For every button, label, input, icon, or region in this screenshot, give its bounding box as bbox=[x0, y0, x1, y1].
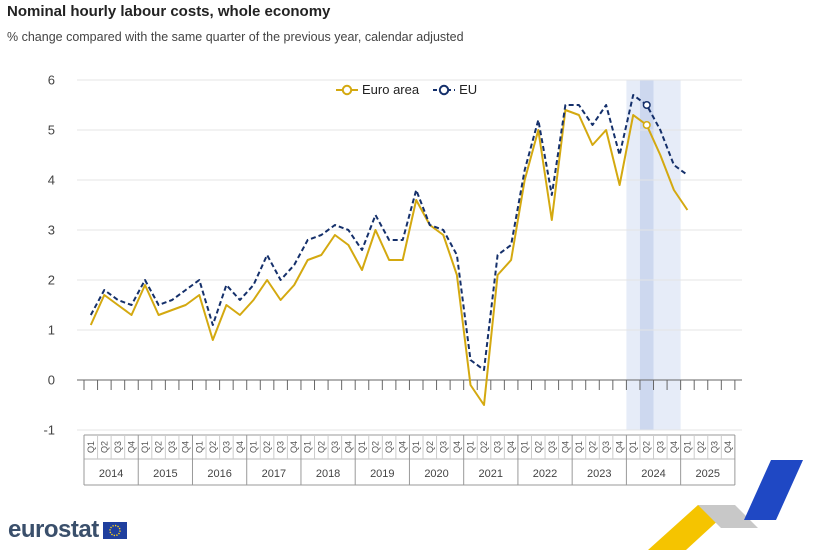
x-tick-label-quarter: Q2 bbox=[371, 441, 381, 453]
x-tick-label-quarter: Q1 bbox=[194, 441, 204, 453]
x-tick-label-quarter: Q4 bbox=[398, 441, 408, 453]
x-tick-label-quarter: Q4 bbox=[452, 441, 462, 453]
x-tick-label-quarter: Q4 bbox=[669, 441, 679, 453]
x-tick-label-quarter: Q1 bbox=[86, 441, 96, 453]
legend-item-eu[interactable]: EU bbox=[433, 82, 477, 97]
x-tick-label-quarter: Q2 bbox=[154, 441, 164, 453]
y-tick-label: -1 bbox=[43, 423, 55, 438]
y-tick-label: 1 bbox=[48, 323, 55, 338]
data-point-eu bbox=[642, 100, 651, 110]
x-tick-label-quarter: Q2 bbox=[99, 441, 109, 453]
x-tick-label-quarter: Q4 bbox=[615, 441, 625, 453]
x-tick-label-quarter: Q1 bbox=[249, 441, 259, 453]
y-tick-label: 6 bbox=[48, 73, 55, 88]
x-tick-label-quarter: Q4 bbox=[181, 441, 191, 453]
chart-legend: Euro area EU bbox=[336, 82, 477, 97]
x-tick-label-quarter: Q4 bbox=[289, 441, 299, 453]
x-tick-label-year: 2020 bbox=[424, 468, 448, 480]
x-tick-label-quarter: Q2 bbox=[479, 441, 489, 453]
x-tick-label-quarter: Q4 bbox=[235, 441, 245, 453]
x-tick-label-quarter: Q2 bbox=[316, 441, 326, 453]
chart-subtitle: % change compared with the same quarter … bbox=[7, 30, 464, 44]
x-tick-label-quarter: Q3 bbox=[113, 441, 123, 453]
x-tick-label-quarter: Q1 bbox=[357, 441, 367, 453]
eurostat-logo[interactable]: eurostat bbox=[8, 516, 127, 544]
x-tick-label-quarter: Q4 bbox=[343, 441, 353, 453]
x-tick-label-year: 2014 bbox=[99, 468, 123, 480]
y-tick-label: 4 bbox=[48, 173, 55, 188]
x-tick-label-year: 2025 bbox=[696, 468, 720, 480]
x-tick-label-quarter: Q1 bbox=[303, 441, 313, 453]
legend-label-euro-area: Euro area bbox=[362, 82, 420, 97]
series-line-euro-area bbox=[89, 109, 689, 406]
x-tick-label-quarter: Q3 bbox=[438, 441, 448, 453]
x-tick-label-quarter: Q2 bbox=[262, 441, 272, 453]
x-tick-label-year: 2016 bbox=[207, 468, 231, 480]
x-tick-label-quarter: Q1 bbox=[520, 441, 530, 453]
deco-blue-stripe bbox=[744, 460, 803, 520]
logo-text: eurostat bbox=[8, 516, 99, 543]
x-tick-label-year: 2024 bbox=[641, 468, 665, 480]
legend-item-euro-area[interactable]: Euro area bbox=[336, 82, 419, 97]
x-tick-label-quarter: Q3 bbox=[221, 441, 231, 453]
x-tick-label-quarter: Q4 bbox=[723, 441, 733, 453]
data-point-euro-area bbox=[642, 120, 651, 130]
legend-marker-euro-area bbox=[336, 84, 358, 95]
x-tick-label-quarter: Q1 bbox=[682, 441, 692, 453]
x-tick-label-quarter: Q3 bbox=[167, 441, 177, 453]
x-tick-label-quarter: Q3 bbox=[710, 441, 720, 453]
x-tick-label-quarter: Q1 bbox=[628, 441, 638, 453]
x-tick-label-year: 2018 bbox=[316, 468, 340, 480]
legend-marker-eu bbox=[433, 84, 456, 95]
series-line-eu bbox=[89, 94, 688, 371]
x-tick-label-quarter: Q2 bbox=[696, 441, 706, 453]
x-tick-label-year: 2022 bbox=[533, 468, 557, 480]
x-tick-label-quarter: Q2 bbox=[588, 441, 598, 453]
x-tick-label-quarter: Q4 bbox=[560, 441, 570, 453]
y-tick-label: 5 bbox=[48, 123, 55, 138]
x-tick-label-quarter: Q1 bbox=[140, 441, 150, 453]
x-tick-label-quarter: Q4 bbox=[126, 441, 136, 453]
x-tick-label-quarter: Q1 bbox=[574, 441, 584, 453]
x-tick-label-quarter: Q2 bbox=[533, 441, 543, 453]
x-tick-label-quarter: Q1 bbox=[411, 441, 421, 453]
x-tick-label-year: 2019 bbox=[370, 468, 394, 480]
x-tick-label-year: 2017 bbox=[262, 468, 286, 480]
x-tick-label-quarter: Q3 bbox=[493, 441, 503, 453]
chart-title: Nominal hourly labour costs, whole econo… bbox=[7, 3, 331, 20]
x-tick-label-quarter: Q2 bbox=[642, 441, 652, 453]
x-tick-label-quarter: Q4 bbox=[506, 441, 516, 453]
y-tick-label: 0 bbox=[48, 373, 55, 388]
x-tick-label-quarter: Q1 bbox=[465, 441, 475, 453]
x-tick-label-quarter: Q3 bbox=[547, 441, 557, 453]
x-tick-label-year: 2023 bbox=[587, 468, 611, 480]
x-tick-label-quarter: Q3 bbox=[601, 441, 611, 453]
eu-flag-icon bbox=[102, 521, 127, 539]
x-tick-label-quarter: Q2 bbox=[425, 441, 435, 453]
y-tick-label: 3 bbox=[48, 223, 55, 238]
x-tick-label-year: 2021 bbox=[479, 468, 503, 480]
x-tick-label-quarter: Q3 bbox=[384, 441, 394, 453]
highlight-quarter bbox=[639, 80, 654, 430]
x-tick-label-quarter: Q2 bbox=[208, 441, 218, 453]
x-tick-label-quarter: Q3 bbox=[330, 441, 340, 453]
legend-label-eu: EU bbox=[459, 82, 478, 97]
x-tick-label-quarter: Q3 bbox=[276, 441, 286, 453]
x-tick-label-quarter: Q3 bbox=[655, 441, 665, 453]
x-tick-label-year: 2015 bbox=[153, 468, 177, 480]
y-tick-label: 2 bbox=[48, 273, 55, 288]
deco-grey-stripe bbox=[698, 505, 758, 528]
